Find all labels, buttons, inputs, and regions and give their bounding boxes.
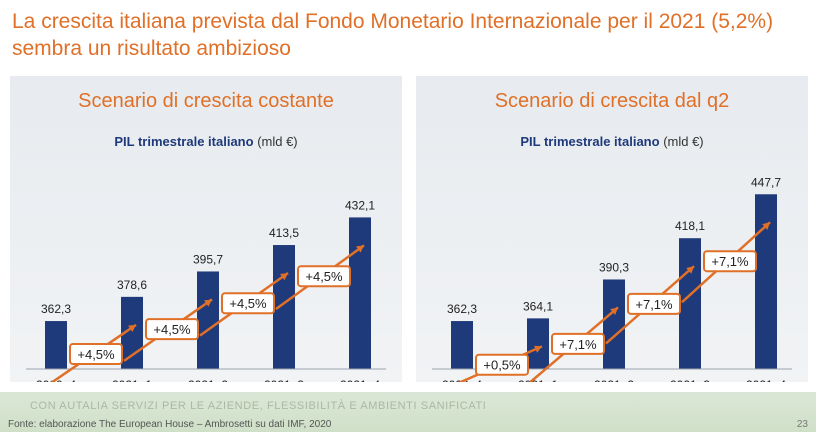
footer-band — [0, 392, 816, 432]
chart-subtitle-unit: (mld €) — [257, 134, 298, 149]
chart-subtitle-bold: PIL trimestrale italiano — [520, 134, 660, 149]
growth-label: +4,5% — [229, 296, 267, 311]
slide-title-line-2: sembra un risultato ambizioso — [12, 37, 291, 60]
page-number: 23 — [796, 419, 808, 430]
category-label: 2021q3 — [670, 378, 710, 382]
growth-label: +0,5% — [483, 358, 521, 373]
value-label: 432,1 — [345, 198, 375, 212]
growth-label-box — [297, 265, 351, 288]
growth-label: +7,1% — [711, 254, 749, 269]
bar — [349, 217, 371, 369]
category-label: 2020q4 — [442, 378, 482, 382]
growth-label-box — [221, 292, 275, 315]
growth-label-box — [69, 342, 123, 365]
growth-label: +7,1% — [559, 337, 597, 352]
value-label: 362,3 — [447, 302, 477, 316]
bar — [755, 194, 777, 369]
chart-panel-constant: Scenario di crescita costante PIL trimes… — [10, 76, 402, 382]
value-label: 418,1 — [675, 219, 705, 233]
growth-arrow-head — [686, 266, 694, 274]
growth-arrow-head — [280, 273, 288, 281]
footer-watermark-text: CON AUTALIA SERVIZI PER LE AZIENDE, FLES… — [30, 400, 487, 412]
category-label: 2021q2 — [594, 378, 634, 382]
slide-title-line-1: La crescita italiana prevista dal Fondo … — [12, 10, 774, 33]
growth-label-box — [703, 250, 757, 273]
growth-label-box — [551, 332, 605, 355]
growth-label: +4,5% — [77, 347, 115, 362]
category-label: 2021q3 — [264, 378, 304, 382]
bar — [603, 279, 625, 369]
growth-arrow-head — [204, 299, 212, 307]
growth-label-box — [145, 318, 199, 341]
value-label: 413,5 — [269, 226, 299, 240]
growth-label-box — [627, 292, 681, 315]
value-label: 378,6 — [117, 278, 147, 292]
chart-subtitle-unit: (mld €) — [663, 134, 704, 149]
value-label: 390,3 — [599, 260, 629, 274]
growth-label: +7,1% — [635, 297, 673, 312]
growth-label: +4,5% — [305, 269, 343, 284]
growth-label-box — [475, 353, 529, 376]
growth-arrow-head — [762, 222, 770, 230]
growth-arrow-head — [534, 345, 542, 353]
category-label: 2021q2 — [188, 378, 228, 382]
category-label: 2021q1 — [518, 378, 558, 382]
bar — [451, 321, 473, 369]
category-label: 2021q1 — [112, 378, 152, 382]
growth-arrow-head — [356, 245, 364, 253]
chart-panel-q2: Scenario di crescita dal q2 PIL trimestr… — [416, 76, 808, 382]
bar — [679, 238, 701, 369]
growth-arrow-head — [610, 307, 618, 315]
value-label: 447,7 — [751, 175, 781, 189]
category-label: 2021q4 — [340, 378, 380, 382]
chart-subtitle: PIL trimestrale italiano (mld €) — [10, 134, 402, 149]
bar-chart-svg: 362,3 364,1 390,3 418,1 447,7 2020q4 2021q1 202… — [432, 175, 792, 382]
bar — [197, 271, 219, 369]
bar-chart-svg: 362,3378,6395,7413,5432,12020q42021q1202… — [26, 198, 386, 382]
growth-label: +4,5% — [153, 322, 191, 337]
chart-title: Scenario di crescita dal q2 — [494, 90, 730, 112]
chart-subtitle: PIL trimestrale italiano (mld €) — [416, 134, 808, 149]
growth-arrow-head — [128, 324, 136, 332]
value-label: 362,3 — [41, 302, 71, 316]
chart-title: Scenario di crescita costante — [78, 90, 334, 112]
bar — [45, 321, 67, 369]
value-label: 364,1 — [523, 299, 553, 313]
value-label: 395,7 — [193, 252, 223, 266]
chart-subtitle-bold: PIL trimestrale italiano — [114, 134, 254, 149]
bar — [273, 245, 295, 369]
bar — [527, 318, 549, 369]
category-label: 2021q4 — [746, 378, 786, 382]
slide-title: La crescita italiana prevista dal Fondo … — [12, 8, 802, 62]
source-note: Fonte: elaborazione The European House –… — [8, 419, 332, 430]
